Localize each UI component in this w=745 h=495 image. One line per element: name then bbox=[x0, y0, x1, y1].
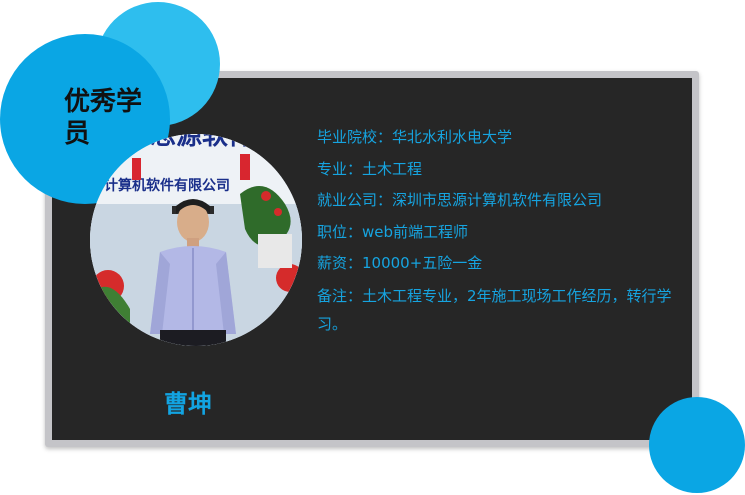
info-major: 专业：土木工程 bbox=[317, 159, 423, 178]
student-info-list: 毕业院校：华北水利水电大学 专业：土木工程 就业公司：深圳市思源计算机软件有限公… bbox=[317, 122, 687, 338]
info-company: 就业公司：深圳市思源计算机软件有限公司 bbox=[317, 191, 603, 209]
decor-circle-bottom bbox=[649, 397, 745, 493]
photo-sign-subtext: 计算机软件有限公司 bbox=[104, 177, 230, 194]
badge-title: 优秀学员 bbox=[64, 87, 143, 149]
info-remark: 备注：土木工程专业，2年施工现场工作经历，转行学习。 bbox=[317, 286, 672, 333]
info-salary: 薪资：10000+五险一金 bbox=[317, 254, 483, 272]
info-position: 职位：web前端工程师 bbox=[317, 222, 469, 241]
photo-sign-text: 思源软件 bbox=[150, 134, 254, 151]
info-school: 毕业院校：华北水利水电大学 bbox=[317, 128, 513, 146]
student-photo: 思源软件 计算机软件有限公司 bbox=[90, 134, 302, 346]
student-name: 曹坤 bbox=[164, 390, 212, 418]
